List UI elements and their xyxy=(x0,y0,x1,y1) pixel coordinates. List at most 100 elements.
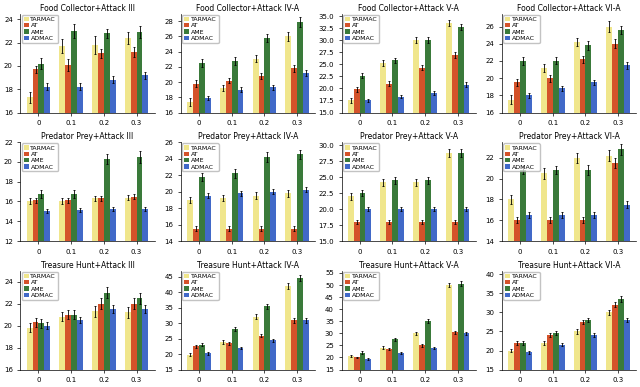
Bar xyxy=(33,200,38,360)
Bar xyxy=(143,75,148,299)
Bar xyxy=(193,346,199,387)
Bar xyxy=(27,202,33,360)
Bar xyxy=(60,202,65,360)
Bar xyxy=(285,193,291,356)
Title: Predator Prey+Attack IV-A: Predator Prey+Attack IV-A xyxy=(198,132,298,141)
Bar xyxy=(297,278,303,387)
Bar xyxy=(65,200,71,360)
Bar xyxy=(125,312,131,387)
Bar xyxy=(27,328,33,387)
Bar xyxy=(446,153,452,337)
Bar xyxy=(38,324,44,387)
Bar xyxy=(458,284,463,387)
Bar xyxy=(136,32,143,299)
Bar xyxy=(226,343,232,387)
Legend: TARMAC, AT, AME, ADMAC: TARMAC, AT, AME, ADMAC xyxy=(22,15,58,43)
Bar xyxy=(253,196,259,356)
Bar xyxy=(514,343,520,387)
Bar xyxy=(285,36,291,235)
Bar xyxy=(591,335,597,387)
Title: Predator Prey+Attack VI-A: Predator Prey+Attack VI-A xyxy=(518,132,620,141)
Bar xyxy=(380,348,387,387)
Legend: TARMAC, AT, AME, ADMAC: TARMAC, AT, AME, ADMAC xyxy=(343,272,379,300)
Bar xyxy=(425,321,431,387)
Bar xyxy=(618,149,624,387)
Bar xyxy=(259,229,264,356)
Bar xyxy=(270,192,276,356)
Bar xyxy=(387,84,392,185)
Bar xyxy=(60,46,65,299)
Bar xyxy=(547,78,553,250)
Bar xyxy=(232,329,237,387)
Bar xyxy=(193,84,199,235)
Bar xyxy=(125,38,131,299)
Bar xyxy=(573,332,580,387)
Bar xyxy=(392,60,398,185)
Bar xyxy=(44,87,50,299)
Title: Food Collector+Attack III: Food Collector+Attack III xyxy=(40,4,135,13)
Bar xyxy=(413,333,419,387)
Bar xyxy=(380,63,387,185)
Bar xyxy=(60,317,65,387)
Title: Treasure Hunt+Attack III: Treasure Hunt+Attack III xyxy=(40,261,134,270)
Bar xyxy=(259,336,264,387)
Bar xyxy=(264,157,270,356)
Bar xyxy=(143,309,148,387)
Bar xyxy=(193,229,199,356)
Bar xyxy=(463,85,469,185)
Bar xyxy=(586,170,591,387)
Bar xyxy=(520,170,526,387)
Bar xyxy=(253,317,259,387)
Bar xyxy=(188,200,193,356)
Bar xyxy=(586,320,591,387)
Bar xyxy=(452,55,458,185)
Bar xyxy=(264,38,270,235)
Bar xyxy=(446,285,452,387)
Bar xyxy=(303,73,309,235)
Bar xyxy=(520,61,526,250)
Bar xyxy=(291,229,297,356)
Bar xyxy=(33,70,38,299)
Bar xyxy=(125,197,131,360)
Bar xyxy=(591,215,597,387)
Bar xyxy=(109,80,116,299)
Title: Treasure Hunt+Attack VI-A: Treasure Hunt+Attack VI-A xyxy=(518,261,620,270)
Bar xyxy=(612,163,618,387)
Bar xyxy=(419,346,425,387)
Bar xyxy=(297,22,303,235)
Legend: TARMAC, AT, AME, ADMAC: TARMAC, AT, AME, ADMAC xyxy=(503,15,540,43)
Bar xyxy=(573,42,580,250)
Legend: TARMAC, AT, AME, ADMAC: TARMAC, AT, AME, ADMAC xyxy=(503,272,540,300)
Bar xyxy=(131,52,136,299)
Bar xyxy=(188,102,193,235)
Bar xyxy=(232,61,237,235)
Bar xyxy=(143,209,148,360)
Bar xyxy=(220,342,226,387)
Bar xyxy=(413,182,419,337)
Bar xyxy=(131,197,136,360)
Bar xyxy=(618,30,624,250)
Bar xyxy=(559,215,564,387)
Bar xyxy=(199,177,205,356)
Bar xyxy=(27,98,33,299)
Bar xyxy=(398,97,404,185)
Legend: TARMAC, AT, AME, ADMAC: TARMAC, AT, AME, ADMAC xyxy=(343,143,379,171)
Bar xyxy=(526,353,532,387)
Bar xyxy=(44,211,50,360)
Legend: TARMAC, AT, AME, ADMAC: TARMAC, AT, AME, ADMAC xyxy=(343,15,379,43)
Bar xyxy=(354,89,360,185)
Bar xyxy=(559,345,564,387)
Bar xyxy=(71,31,77,299)
Bar xyxy=(586,45,591,250)
Bar xyxy=(270,87,276,235)
Bar xyxy=(591,82,597,250)
Title: Food Collector+Attack V-A: Food Collector+Attack V-A xyxy=(358,4,459,13)
Bar xyxy=(463,209,469,337)
Bar xyxy=(446,23,452,185)
Bar xyxy=(131,303,136,387)
Bar xyxy=(380,182,387,337)
Bar xyxy=(624,205,630,387)
Title: Treasure Hunt+Attack IV-A: Treasure Hunt+Attack IV-A xyxy=(197,261,299,270)
Bar xyxy=(77,87,83,299)
Bar xyxy=(553,61,559,250)
